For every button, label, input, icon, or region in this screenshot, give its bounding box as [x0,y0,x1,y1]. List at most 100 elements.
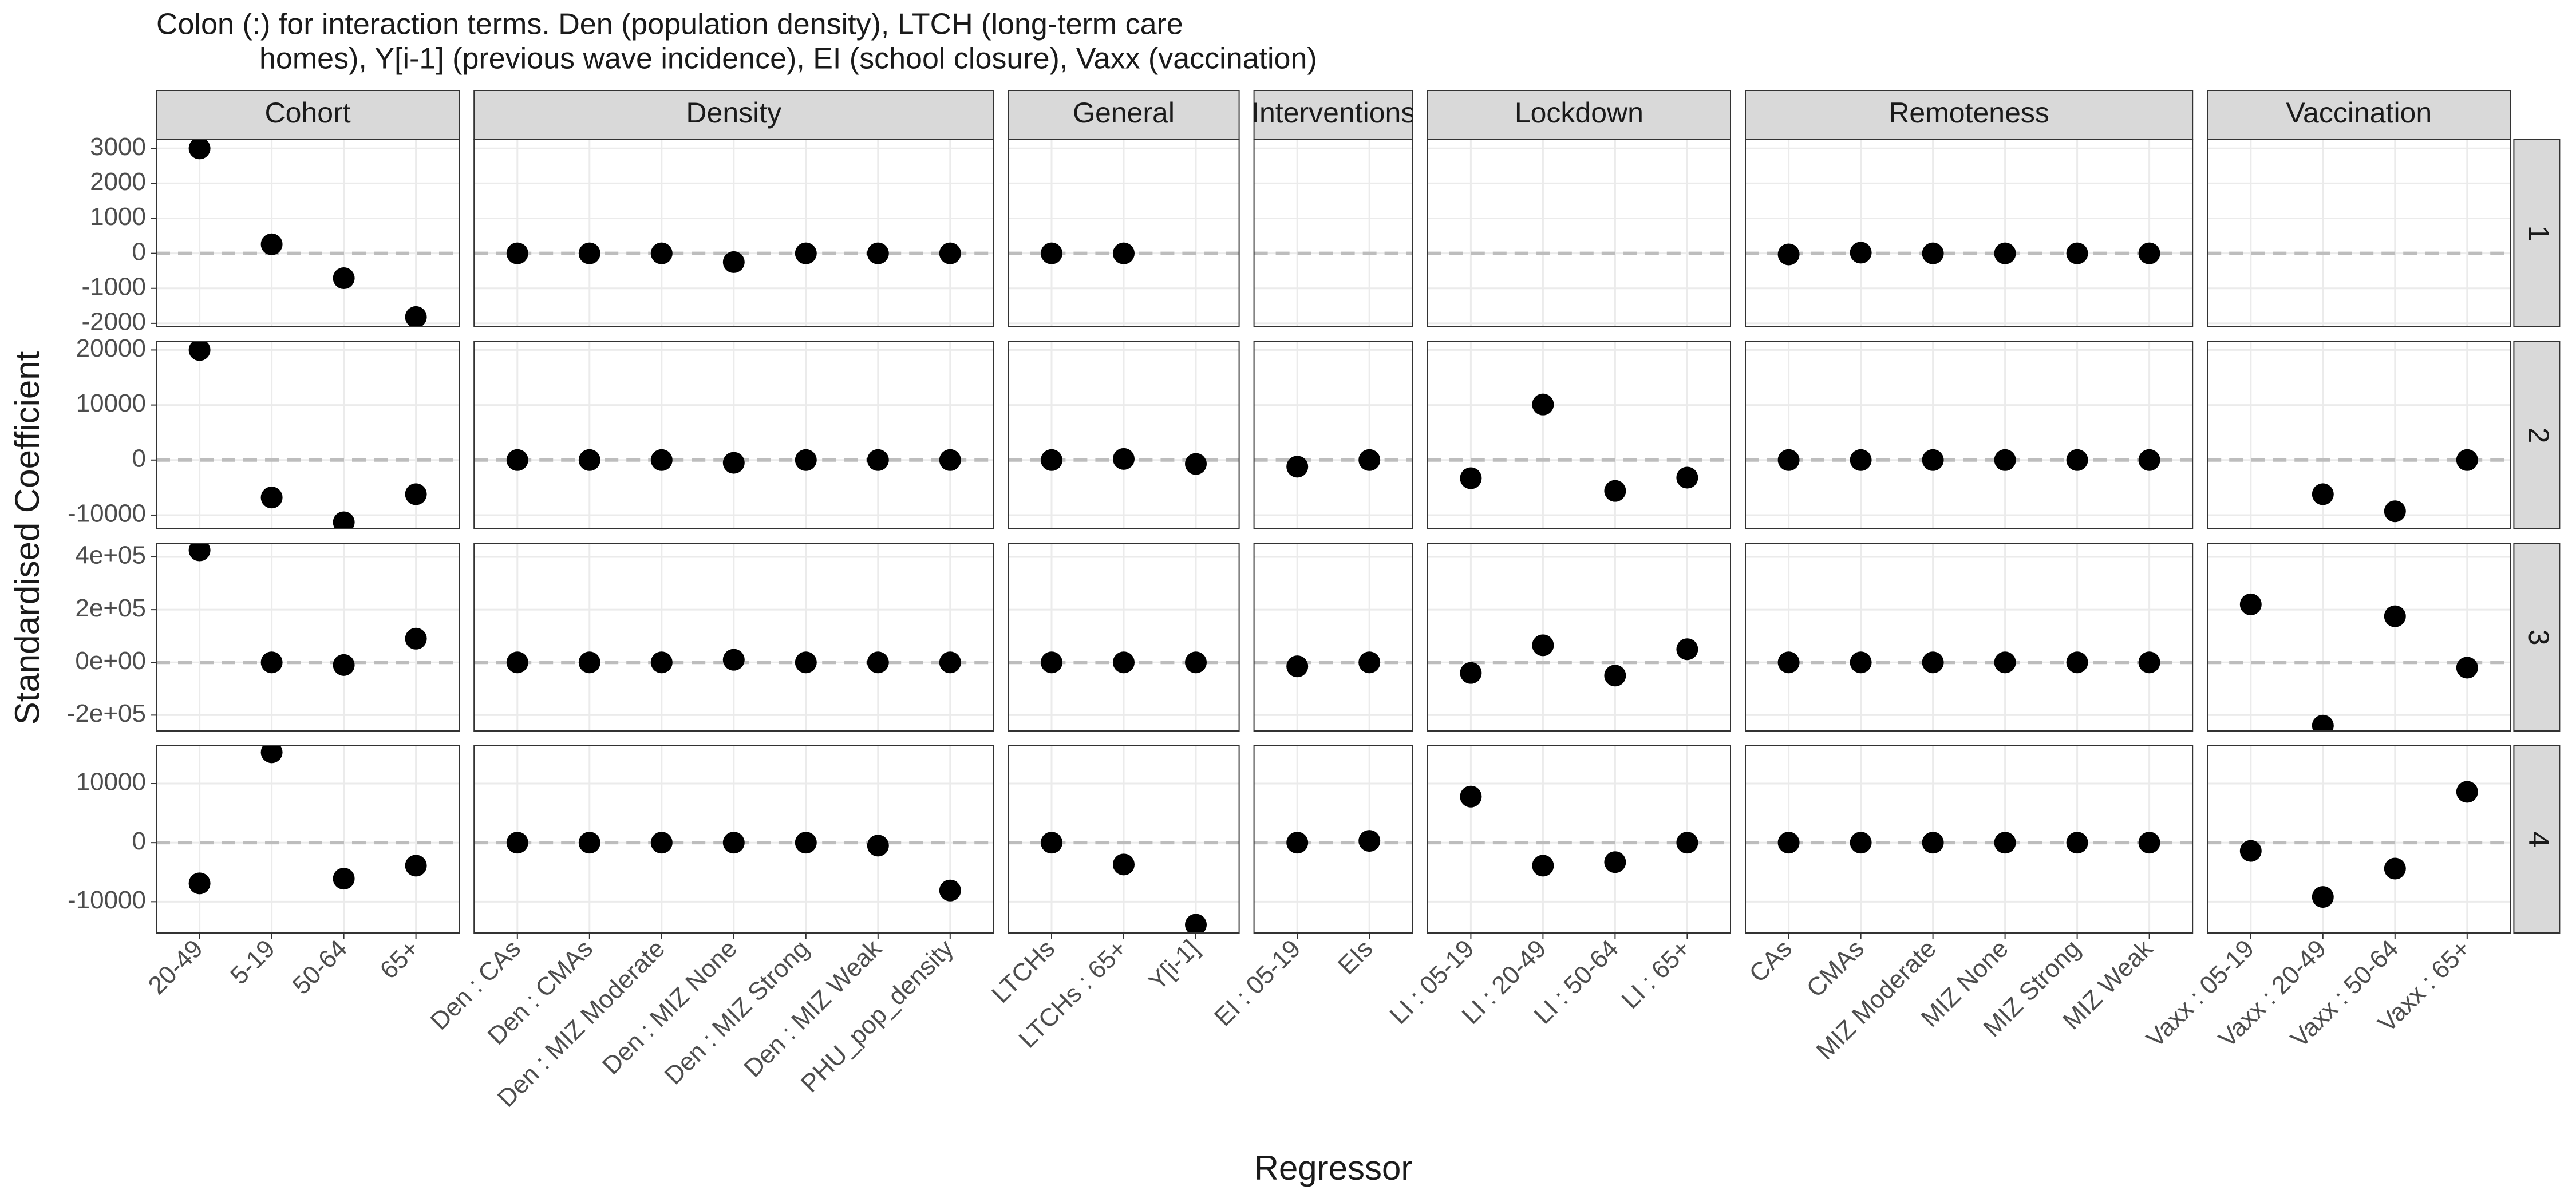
panel-bg [156,140,460,327]
y-tick-label: 0 [132,238,146,266]
point [333,654,355,676]
chart-title-line: Colon (:) for interaction terms. Den (po… [156,8,1183,41]
point [260,651,283,674]
point [939,879,961,902]
panel-border [1008,543,1240,732]
panel-border [1745,341,2194,529]
point [795,242,817,264]
point [1922,449,1944,471]
point [1994,449,2016,471]
strip-label: Vaccination [2286,97,2432,129]
row-strip-bg [2513,139,2561,327]
x-tick-label: CAs [1744,935,1797,988]
panel-border [156,341,460,529]
point [1113,448,1135,470]
panel-bg [156,746,460,933]
point [1676,832,1698,854]
point [1286,456,1309,478]
x-tick-label: 20-49 [143,935,208,1000]
panel-bg [2207,342,2511,529]
point [1922,651,1944,674]
point [260,233,283,255]
point [405,306,427,327]
panel-bg [1745,746,2193,933]
y-tick-label: 0 [132,444,146,472]
point [722,452,745,474]
point [1286,655,1309,678]
strip-bg [1008,90,1240,140]
point [2456,657,2478,679]
point [1676,638,1698,661]
y-tick-label: -10000 [68,500,146,528]
x-tick-label: LI : 65+ [1616,935,1696,1014]
point [1777,243,1800,266]
panel-border [1253,139,1413,327]
strip-bg [2207,90,2511,140]
point [2138,651,2160,674]
point [650,832,673,854]
panel-border [2207,341,2511,529]
panel-bg [1745,140,2193,327]
point [260,746,283,764]
point [1113,651,1135,674]
x-tick-label: Y[i-1] [1143,935,1204,996]
point [333,267,355,290]
point [578,449,600,471]
y-tick-label: -2e+05 [67,699,146,727]
panel-border [1253,341,1413,529]
point [1358,449,1381,471]
y-axis-title: Standardised Coefficient [8,351,46,725]
point [2312,483,2334,505]
panel-border [1008,341,1240,529]
strip-label: Density [686,97,781,129]
panel-border [1427,139,1732,327]
panel-border [156,745,460,934]
point [939,449,961,471]
point [506,449,528,471]
panel-bg [1745,544,2193,731]
panel-bg [1254,140,1413,327]
panel-border [1253,745,1413,934]
panel-bg [1254,544,1413,731]
panel-border [1745,139,2194,327]
y-tick-label: -2000 [81,308,146,336]
strip-label: Interventions [1251,97,1415,129]
point [1532,634,1554,657]
point [795,651,817,674]
point [1113,242,1135,264]
panel-border [156,543,460,732]
panel-border [1427,745,1732,934]
point [578,242,600,264]
panel-bg [1427,140,1730,327]
point [1994,832,2016,854]
point [506,242,528,264]
point [2239,840,2262,862]
point [333,868,355,890]
panel-border [1745,543,2194,732]
panel-bg [1745,342,2193,529]
point [722,251,745,273]
point [722,649,745,671]
strip-bg [1745,90,2194,140]
x-tick-label: Den : MIZ None [597,935,742,1080]
panel-border [473,745,994,934]
point [1850,242,1872,264]
panel-border [1427,543,1732,732]
x-tick-label: CMAs [1801,935,1870,1003]
strip-label: Lockdown [1515,97,1643,129]
point [939,242,961,264]
point [2312,714,2334,731]
strip-label: General [1073,97,1175,129]
point [867,242,889,264]
y-tick-label: 2e+05 [75,594,146,622]
point [1041,651,1062,674]
point [867,651,889,674]
y-tick-label: 0e+00 [75,647,146,675]
point [1850,832,1872,854]
strip-bg [1427,90,1732,140]
point [2456,781,2478,803]
strip-bg [1253,90,1413,140]
panel-border [473,139,994,327]
point [2066,449,2088,471]
